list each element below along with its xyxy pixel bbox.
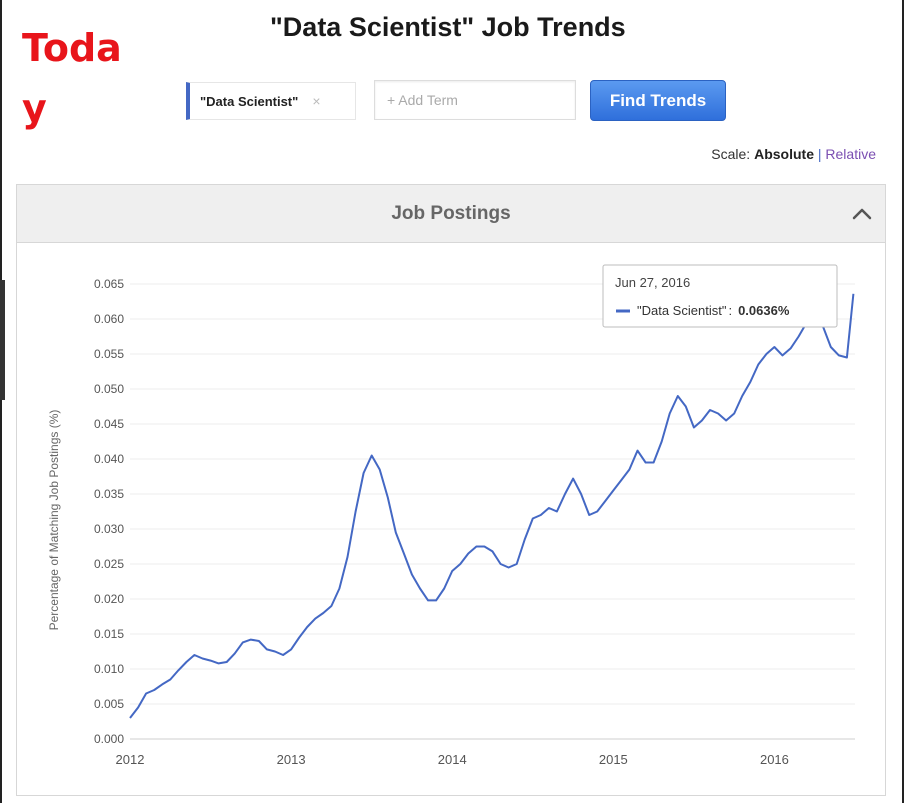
y-tick-label: 0.055 [94,347,124,361]
page-title: "Data Scientist" Job Trends [270,12,626,42]
today-annotation: Today [22,26,122,130]
add-term-input[interactable]: + Add Term [374,80,576,120]
y-tick-label: 0.030 [94,522,124,536]
y-tick-label: 0.045 [94,417,124,431]
data-scientist-series-line [129,293,855,719]
y-tick-label: 0.005 [94,697,124,711]
y-tick-label: 0.020 [94,592,124,606]
scale-absolute-option[interactable]: Absolute [754,146,814,162]
find-trends-button[interactable]: Find Trends [590,80,726,121]
y-tick-label: 0.065 [94,277,124,291]
add-term-placeholder: + Add Term [387,92,458,108]
tooltip: Jun 27, 2016 "Data Scientist":0.0636% [602,264,838,328]
panel-header[interactable]: Job Postings [17,185,885,243]
tooltip-value: 0.0636% [738,303,790,318]
scale-label: Scale: [711,146,751,162]
y-tick-label: 0.060 [94,312,124,326]
tooltip-date: Jun 27, 2016 [615,275,690,290]
search-term-chip[interactable]: "Data Scientist" × [186,82,356,120]
tooltip-series-row: "Data Scientist":0.0636% [637,303,790,318]
y-tick-label: 0.040 [94,452,124,466]
panel-title: Job Postings [391,203,511,224]
y-tick-label: 0.015 [94,627,124,641]
x-tick-label: 2015 [599,752,628,767]
y-tick-label: 0.050 [94,382,124,396]
remove-term-icon[interactable]: × [312,93,321,109]
grid-lines [130,283,855,740]
y-tick-label: 0.000 [94,732,124,746]
scale-relative-link[interactable]: Relative [825,146,876,162]
y-tick-label: 0.010 [94,662,124,676]
x-tick-label: 2013 [277,752,306,767]
tooltip-separator: : [728,303,732,318]
side-marker [0,280,5,400]
right-border [902,0,904,803]
scale-separator: | [817,146,822,162]
x-tick-label: 2012 [116,752,145,767]
search-term-label: "Data Scientist" [200,93,299,109]
y-axis-ticks: 0.000 0.005 0.010 0.015 0.020 0.025 0.030 0.035… [94,277,124,746]
x-tick-label: 2014 [438,752,467,767]
y-axis-label: Percentage of Matching Job Postings (%) [47,410,61,631]
chevron-up-icon[interactable] [851,205,873,221]
left-border [0,0,2,803]
x-tick-label: 2016 [760,752,789,767]
tooltip-box [602,264,838,328]
x-axis-ticks: 2012 2013 2014 2015 2016 [116,752,789,767]
y-tick-label: 0.035 [94,487,124,501]
y-tick-label: 0.025 [94,557,124,571]
tooltip-series-name: "Data Scientist" [637,303,727,318]
scale-selector: Scale: Absolute | Relative [711,146,876,162]
